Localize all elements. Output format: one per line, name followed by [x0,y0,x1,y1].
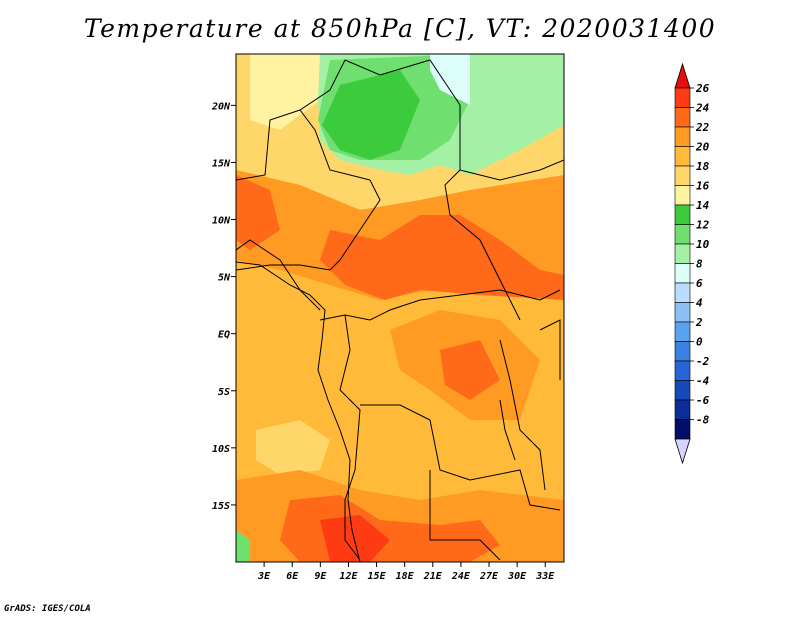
grads-credit: GrADS: IGES/COLA [4,604,91,614]
lat-tick-label: 5N [218,273,231,284]
colorbar-label: 14 [696,199,710,212]
colorbar-swatch [674,263,691,284]
latitude-axis: 20N 15N 10N 5N EQ 5S 10S 15S [211,101,236,512]
lat-tick-label: 20N [211,101,231,112]
colorbar-label: -8 [696,414,710,427]
colorbar-label: 26 [695,82,710,95]
lat-tick-label: 15N [212,158,231,169]
colorbar-swatch [674,165,691,186]
colorbar-label: 10 [696,238,710,251]
colorbar-label: -6 [696,394,710,407]
lon-tick-label: 33E [535,571,555,582]
colorbar-swatch [674,185,691,206]
lon-tick-label: 3E [257,571,271,582]
colorbar-swatch [674,380,691,401]
colorbar-label: 8 [696,258,703,271]
colorbar-swatch [674,341,691,362]
colorbar-label: 18 [696,160,710,173]
lon-tick-label: 18E [396,571,415,582]
colorbar-swatch [674,360,691,381]
lon-tick-label: 9E [314,571,327,582]
colorbar-label: 4 [696,297,703,310]
lat-tick-label: 10N [212,216,231,227]
temperature-field [236,54,564,562]
lon-tick-label: 21E [423,571,443,582]
colorbar-label: 20 [695,141,710,154]
lon-tick-label: 15E [368,571,387,582]
colorbar-label: -2 [696,355,710,368]
lon-tick-label: 6E [286,571,299,582]
colorbar-swatch [674,87,691,108]
colorbar-swatch [674,204,691,225]
colorbar-swatch [674,126,691,147]
country-borders [236,59,564,561]
colorbar-label: 2 [695,316,703,329]
lat-tick-label: 10S [212,444,230,455]
lat-tick-label: 5S [218,387,230,398]
lon-tick-label: 12E [339,571,358,582]
colorbar-swatch [674,107,691,128]
colorbar-top-arrow [674,62,691,89]
colorbar-swatch [674,146,691,167]
colorbar-label: 24 [695,102,710,115]
colorbar-swatch [674,321,691,342]
colorbar-label: 12 [696,219,710,232]
coastline [236,261,516,562]
longitude-axis: 3E 6E 9E 12E 15E 18E 21E 24E 27E 30E 33E [257,562,555,582]
colorbar-swatch [674,282,691,303]
colorbar-swatch [674,399,691,420]
lon-tick-label: 30E [507,571,527,582]
colorbar-swatch [674,419,691,440]
map-frame [235,53,565,563]
colorbar-bottom-arrow [674,438,691,465]
colorbar-swatch [674,224,691,245]
lat-tick-label: 15S [212,501,230,512]
colorbar-label: 16 [696,180,710,193]
colorbar-label: 22 [695,121,710,134]
map-title: Temperature at 850hPa [C], VT: 202003140… [83,14,717,43]
colorbar-label: 0 [696,336,703,349]
colorbar-swatch [674,243,691,264]
lon-tick-label: 27E [479,571,499,582]
colorbar-label: -4 [696,375,710,388]
lon-tick-label: 24E [451,571,471,582]
colorbar-label: 6 [696,277,703,290]
lat-tick-label: EQ [218,330,230,341]
colorbar-swatch [674,302,691,323]
